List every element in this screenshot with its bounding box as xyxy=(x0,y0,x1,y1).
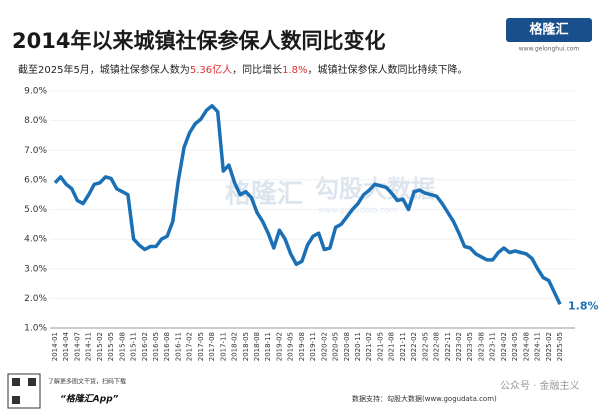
y-tick-label: 8.0% xyxy=(24,116,47,126)
y-tick-label: 9.0% xyxy=(24,87,47,97)
x-tick-label: 2017-11 xyxy=(219,332,227,361)
subtitle: 截至2025年5月，城镇社保参保人数为5.36亿人，同比增长1.8%，城镇社保参… xyxy=(18,63,467,76)
x-tick-label: 2019-08 xyxy=(298,332,306,361)
x-tick-label: 2022-05 xyxy=(421,332,429,361)
x-tick-label: 2017-08 xyxy=(208,332,216,361)
x-tick-label: 2024-02 xyxy=(500,332,508,361)
account: 公众号 · 金融主义 xyxy=(500,379,580,392)
x-tick-label: 2021-02 xyxy=(365,332,373,361)
qr-block xyxy=(28,378,36,386)
data-line xyxy=(53,104,562,306)
x-tick-label: 2020-08 xyxy=(343,332,351,361)
x-tick-label: 2016-11 xyxy=(174,332,182,361)
chart-title: 2014年以来城镇社保参保人数同比变化 xyxy=(12,29,385,53)
watermark-text: 格隆汇 xyxy=(225,179,303,210)
x-tick-label: 2024-11 xyxy=(534,332,542,361)
x-tick-label: 2020-11 xyxy=(354,332,362,361)
x-tick-label: 2023-05 xyxy=(466,332,474,361)
x-tick-label: 2016-08 xyxy=(163,332,171,361)
source: 数据支持：勾股大数据(www.gogudata.com) xyxy=(352,394,497,403)
qr-text: 了解更多图文干货，扫码下载 xyxy=(48,378,126,386)
y-tick-label: 5.0% xyxy=(24,205,47,215)
x-tick-label: 2018-11 xyxy=(264,332,272,361)
footer: 了解更多图文干货，扫码下载 “格隆汇App” 数据支持：勾股大数据(www.go… xyxy=(7,373,580,409)
end-label: 1.8% xyxy=(568,299,599,312)
logo-box xyxy=(506,18,592,42)
x-tick-label: 2024-05 xyxy=(511,332,519,361)
subtitle-part: 截至2025年5月，城镇社保参保人数为 xyxy=(18,63,190,76)
x-tick-label: 2020-02 xyxy=(320,332,328,361)
y-tick-label: 6.0% xyxy=(24,175,47,185)
qr-block xyxy=(12,378,20,386)
x-tick-label: 2019-11 xyxy=(309,332,317,361)
x-tick-label: 2018-08 xyxy=(253,332,261,361)
x-tick-label: 2016-05 xyxy=(152,332,160,361)
y-tick-label: 3.0% xyxy=(24,264,47,274)
watermark-text: 勾股大数据 xyxy=(315,175,435,203)
x-tick-label: 2023-11 xyxy=(489,332,497,361)
y-tick-label: 7.0% xyxy=(24,146,47,156)
subtitle-part: ，城镇社保参保人数同比持续下降。 xyxy=(307,63,467,76)
x-tick-label: 2023-02 xyxy=(455,332,463,361)
y-tick-label: 4.0% xyxy=(24,235,47,245)
x-tick-label: 2014-01 xyxy=(51,332,59,361)
subtitle-part: ，同比增长 xyxy=(232,63,282,76)
subtitle-part: 5.36亿人 xyxy=(190,63,232,76)
x-tick-label: 2018-05 xyxy=(242,332,250,361)
x-tick-label: 2017-02 xyxy=(186,332,194,361)
x-tick-label: 2016-02 xyxy=(141,332,149,361)
x-tick-label: 2019-02 xyxy=(275,332,283,361)
x-tick-label: 2015-02 xyxy=(96,332,104,361)
x-tick-label: 2017-05 xyxy=(197,332,205,361)
logo: 格隆汇 www.gelonghui.com xyxy=(506,18,592,53)
x-tick-label: 2015-11 xyxy=(130,332,138,361)
x-tick-label: 2025-05 xyxy=(556,332,564,361)
x-tick-label: 2021-11 xyxy=(399,332,407,361)
x-tick-label: 2014-07 xyxy=(73,332,81,361)
x-tick-label: 2021-05 xyxy=(376,332,384,361)
x-tick-label: 2024-08 xyxy=(522,332,530,361)
x-tick-label: 2019-05 xyxy=(287,332,295,361)
y-tick-label: 2.0% xyxy=(24,294,47,304)
x-tick-label: 2014-04 xyxy=(62,331,70,361)
x-tick-label: 2020-05 xyxy=(332,332,340,361)
x-tick-label: 2025-02 xyxy=(545,332,553,361)
x-tick-label: 2021-08 xyxy=(388,332,396,361)
subtitle-part: 1.8% xyxy=(282,65,307,76)
y-tick-label: 1.0% xyxy=(24,324,47,334)
x-tick-label: 2022-02 xyxy=(410,332,418,361)
x-tick-label: 2022-11 xyxy=(444,332,452,361)
x-tick-label: 2015-05 xyxy=(107,332,115,361)
app-name: “格隆汇App” xyxy=(60,394,119,405)
logo-name: 格隆汇 xyxy=(529,22,568,38)
logo-url: www.gelonghui.com xyxy=(519,46,580,53)
x-tick-label: 2014-11 xyxy=(85,332,93,361)
qr-block xyxy=(12,396,20,404)
x-tick-label: 2018-02 xyxy=(231,332,239,361)
x-tick-label: 2023-08 xyxy=(477,332,485,361)
x-tick-label: 2015-08 xyxy=(118,332,126,361)
x-tick-label: 2022-08 xyxy=(433,332,441,361)
